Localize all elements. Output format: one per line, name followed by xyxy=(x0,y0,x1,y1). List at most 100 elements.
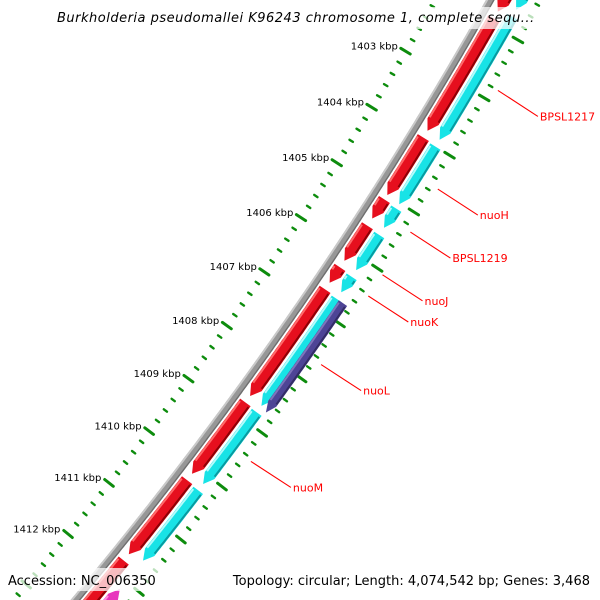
minor-tick-outer xyxy=(453,141,459,146)
minor-tick-outer xyxy=(388,243,395,248)
gene-reverse xyxy=(439,13,518,140)
minor-tick-inner xyxy=(409,37,416,43)
special-feature-bevel-light xyxy=(269,302,340,401)
minor-tick-inner xyxy=(269,259,275,264)
gene-reverse-bevel-dark xyxy=(351,280,356,285)
cds-forward-bevel-dark xyxy=(139,484,191,549)
gene-leader-line xyxy=(320,364,362,392)
gene-label[interactable]: BPSL1217 xyxy=(540,110,595,123)
ruler-label: 1407 kbp xyxy=(210,262,257,273)
gene-label[interactable]: nuoL xyxy=(363,385,391,398)
minor-tick-outer xyxy=(226,473,233,478)
minor-tick-outer xyxy=(250,441,257,446)
gene-leader-line xyxy=(368,295,409,323)
minor-tick-outer xyxy=(328,332,335,337)
map-title: Burkholderia pseudomallei K96243 chromos… xyxy=(57,11,535,26)
gene-reverse xyxy=(384,205,402,228)
gene-reverse xyxy=(399,143,441,205)
ruler-label: 1412 kbp xyxy=(13,524,60,535)
ruler-label: 1406 kbp xyxy=(246,208,293,219)
gene-reverse-bevel-light xyxy=(386,207,393,216)
ruler-label: 1403 kbp xyxy=(351,41,398,52)
ruler-label: 1411 kbp xyxy=(54,473,101,484)
minor-tick-outer xyxy=(439,164,445,169)
gene-leader-line xyxy=(250,460,292,488)
minor-tick-inner xyxy=(362,116,368,121)
gene-reverse xyxy=(356,231,385,271)
minor-tick-inner xyxy=(375,94,382,99)
minor-tick-inner xyxy=(57,542,63,547)
cds-forward-bevel-light xyxy=(194,400,241,462)
minor-tick-outer xyxy=(432,175,438,181)
minor-tick-inner xyxy=(209,344,215,350)
gene-reverse-bevel-dark xyxy=(525,0,529,2)
minor-tick-outer xyxy=(417,198,424,203)
cds-forward-bevel-dark xyxy=(260,293,330,390)
gene-reverse-bevel-light xyxy=(343,275,348,280)
minor-tick-inner xyxy=(341,149,348,155)
cds-forward-bevel-dark xyxy=(354,229,372,254)
minor-tick-inner xyxy=(246,291,253,297)
minor-tick-outer xyxy=(305,365,312,370)
cds-forward-bevel-light xyxy=(252,287,321,384)
gene-reverse-bevel-light xyxy=(264,297,333,394)
minor-tick-inner xyxy=(355,127,362,133)
minor-tick-inner xyxy=(82,511,88,517)
major-tick-outer xyxy=(175,534,187,545)
minor-tick-inner xyxy=(396,60,403,65)
gene-reverse-bevel-dark xyxy=(366,238,383,263)
gene-label[interactable]: nuoH xyxy=(480,209,509,222)
minor-tick-inner xyxy=(15,592,21,598)
minor-tick-inner xyxy=(231,312,238,318)
gene-reverse-bevel-light xyxy=(358,233,376,258)
gene-reverse-bevel-light xyxy=(146,488,195,549)
minor-tick-inner xyxy=(429,3,436,9)
major-tick-inner xyxy=(103,478,115,488)
minor-tick-outer xyxy=(403,220,410,226)
minor-tick-outer xyxy=(313,354,320,359)
minor-tick-inner xyxy=(90,501,96,507)
minor-tick-outer xyxy=(321,343,327,348)
minor-tick-inner xyxy=(291,226,297,232)
major-tick-outer xyxy=(333,319,346,329)
minor-tick-outer xyxy=(185,526,192,532)
gene-reverse-bevel-dark xyxy=(394,212,401,221)
major-tick-inner xyxy=(330,158,343,168)
minor-tick-outer xyxy=(202,505,209,510)
major-tick-outer xyxy=(256,428,268,438)
gene-label[interactable]: nuoK xyxy=(410,316,439,329)
minor-tick-inner xyxy=(162,408,169,413)
minor-tick-inner xyxy=(114,470,121,476)
minor-tick-outer xyxy=(501,60,507,66)
major-tick-outer xyxy=(443,150,456,160)
genome-summary-label: Topology: circular; Length: 4,074,542 bp… xyxy=(232,574,590,589)
cds-forward-bevel-dark xyxy=(437,22,499,124)
minor-tick-inner xyxy=(389,71,396,77)
gene-leader-line xyxy=(410,231,451,259)
minor-tick-outer xyxy=(534,2,541,7)
minor-tick-outer xyxy=(474,106,480,112)
minor-tick-inner xyxy=(216,334,223,339)
gene-label[interactable]: BPSL1219 xyxy=(452,252,507,265)
special-feature-bevel-dark xyxy=(275,306,346,405)
gene-reverse-bevel-dark xyxy=(213,416,261,478)
gene-label[interactable]: nuoJ xyxy=(425,295,449,308)
major-tick-inner xyxy=(220,320,233,331)
backbone-shadow xyxy=(78,0,495,600)
cds-forward-bevel-light xyxy=(346,224,363,248)
major-tick-outer xyxy=(477,93,491,103)
minor-tick-inner xyxy=(239,302,246,307)
gene-reverse-bevel-light xyxy=(206,410,253,472)
gene-label[interactable]: nuoM xyxy=(293,481,323,494)
ruler-label: 1410 kbp xyxy=(94,421,141,432)
cds-forward-bevel-light xyxy=(428,17,490,118)
cds-forward-bevel-dark xyxy=(382,203,389,212)
gene-reverse xyxy=(143,486,203,561)
minor-tick-inner xyxy=(73,521,80,527)
minor-tick-outer xyxy=(396,231,402,237)
major-tick-inner xyxy=(294,213,308,223)
minor-tick-inner xyxy=(382,82,389,88)
cds-forward-bevel-dark xyxy=(203,406,250,468)
